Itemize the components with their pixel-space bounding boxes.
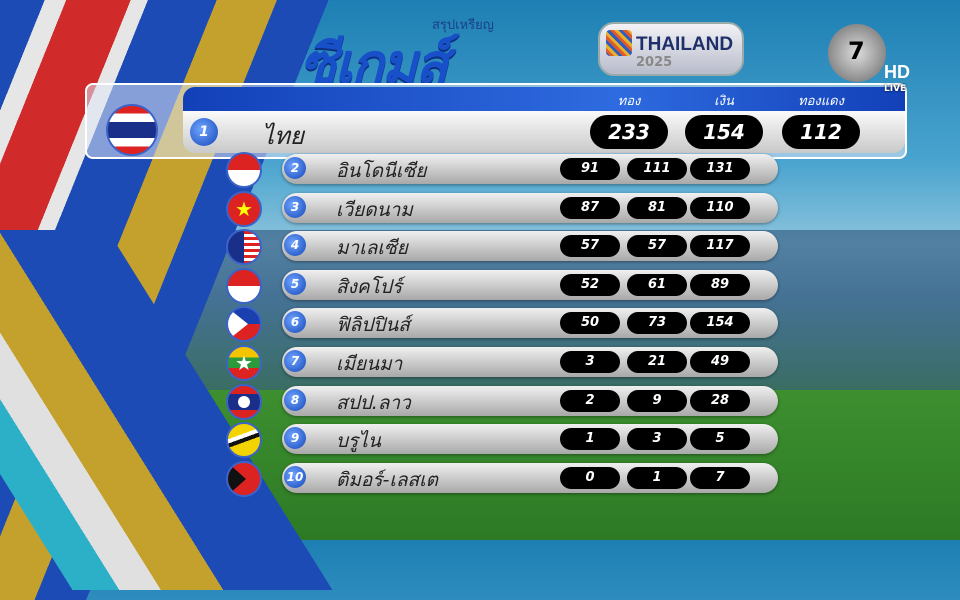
- rank-badge: 4: [284, 234, 306, 257]
- rank-badge: 3: [284, 195, 306, 218]
- bronze-count: 89: [690, 273, 750, 296]
- silver-count: 111: [627, 158, 687, 180]
- channel-7-logo: 7: [828, 24, 886, 82]
- hd-label: HD: [884, 62, 910, 82]
- program-subtitle: สรุปเหรียญ: [432, 18, 494, 33]
- rank-badge: 6: [284, 311, 306, 334]
- country-name: ฟิลิปปินส์: [336, 314, 410, 337]
- gold-count: 50: [560, 312, 620, 335]
- laos-flag-icon: [226, 383, 262, 420]
- column-header-bar: [183, 87, 905, 111]
- country-name: มาเลเซีย: [336, 237, 408, 260]
- table-row: 4 มาเลเซีย 57 57 117: [0, 229, 960, 266]
- table-row: 2 อินโดนีเซีย 91 111 131: [0, 152, 960, 188]
- rank-badge: 5: [284, 272, 306, 295]
- table-row: 6 ฟิลิปปินส์ 50 73 154: [0, 306, 960, 343]
- country-name: สิงคโปร์: [336, 275, 403, 298]
- country-name: ติมอร์-เลสเต: [336, 468, 438, 491]
- column-silver: เงิน: [714, 94, 734, 109]
- gold-count: 2: [560, 389, 620, 412]
- rank-badge: 7: [284, 350, 306, 372]
- brunei-flag-icon: [226, 422, 262, 459]
- bronze-count: 117: [690, 235, 750, 258]
- table-row: 10 ติมอร์-เลสเต 0 1 7: [0, 460, 960, 497]
- table-row: 9 บรูไน 1 3 5: [0, 422, 960, 459]
- table-row: 8 สปป.ลาว 2 9 28: [0, 383, 960, 420]
- gold-count: 87: [560, 196, 620, 219]
- country-name: อินโดนีเซีย: [336, 160, 427, 182]
- bronze-count: 5: [690, 428, 750, 451]
- indonesia-flag-icon: [226, 152, 262, 188]
- bronze-count: 154: [690, 312, 750, 335]
- table-row: 5 สิงคโปร์ 52 61 89: [0, 267, 960, 304]
- silver-count: 1: [627, 466, 687, 489]
- rank-badge: 1: [190, 118, 218, 146]
- bronze-count: 112: [782, 115, 860, 149]
- event-name: THAILAND: [636, 34, 734, 55]
- gold-count: 91: [560, 158, 620, 180]
- bronze-count: 110: [690, 196, 750, 219]
- bronze-count: 131: [690, 158, 750, 180]
- country-name: เวียดนาม: [336, 198, 413, 221]
- live-label: LIVE: [884, 84, 907, 94]
- event-year: 2025: [636, 55, 673, 70]
- table-row: ★ 3 เวียดนาม 87 81 110: [0, 190, 960, 227]
- silver-count: 21: [627, 351, 687, 373]
- bronze-count: 7: [690, 466, 750, 489]
- myanmar-flag-icon: ★: [226, 345, 262, 381]
- singapore-flag-icon: [226, 267, 262, 304]
- bronze-count: 49: [690, 351, 750, 373]
- silver-count: 73: [627, 312, 687, 335]
- silver-count: 81: [627, 196, 687, 219]
- country-name: สปป.ลาว: [336, 391, 411, 414]
- silver-count: 154: [685, 115, 763, 149]
- country-name: ไทย: [262, 122, 304, 150]
- country-name: บรูไน: [336, 430, 381, 453]
- bronze-count: 28: [690, 389, 750, 412]
- gold-count: 1: [560, 428, 620, 451]
- rank-badge: 10: [284, 465, 306, 488]
- rank-badge: 9: [284, 427, 306, 450]
- column-gold: ทอง: [617, 94, 641, 109]
- silver-count: 61: [627, 273, 687, 296]
- philippines-flag-icon: [226, 306, 262, 343]
- gold-count: 3: [560, 351, 620, 373]
- rank-badge: 8: [284, 388, 306, 411]
- silver-count: 3: [627, 428, 687, 451]
- gold-count: 0: [560, 466, 620, 489]
- timor-leste-flag-icon: [226, 460, 262, 497]
- gold-count: 57: [560, 235, 620, 258]
- malaysia-flag-icon: [226, 229, 262, 266]
- silver-count: 9: [627, 389, 687, 412]
- event-logo-badge: THAILAND 2025: [598, 22, 744, 76]
- rank-badge: 2: [284, 157, 306, 179]
- gold-count: 52: [560, 273, 620, 296]
- table-row: ★ 7 เมียนมา 3 21 49: [0, 345, 960, 381]
- sea-games-logo-icon: [606, 30, 632, 56]
- thailand-flag-icon: [106, 104, 158, 156]
- country-name: เมียนมา: [336, 353, 403, 375]
- column-bronze: ทองแดง: [798, 94, 844, 109]
- vietnam-flag-icon: ★: [226, 190, 262, 227]
- silver-count: 57: [627, 235, 687, 258]
- gold-count: 233: [590, 115, 668, 149]
